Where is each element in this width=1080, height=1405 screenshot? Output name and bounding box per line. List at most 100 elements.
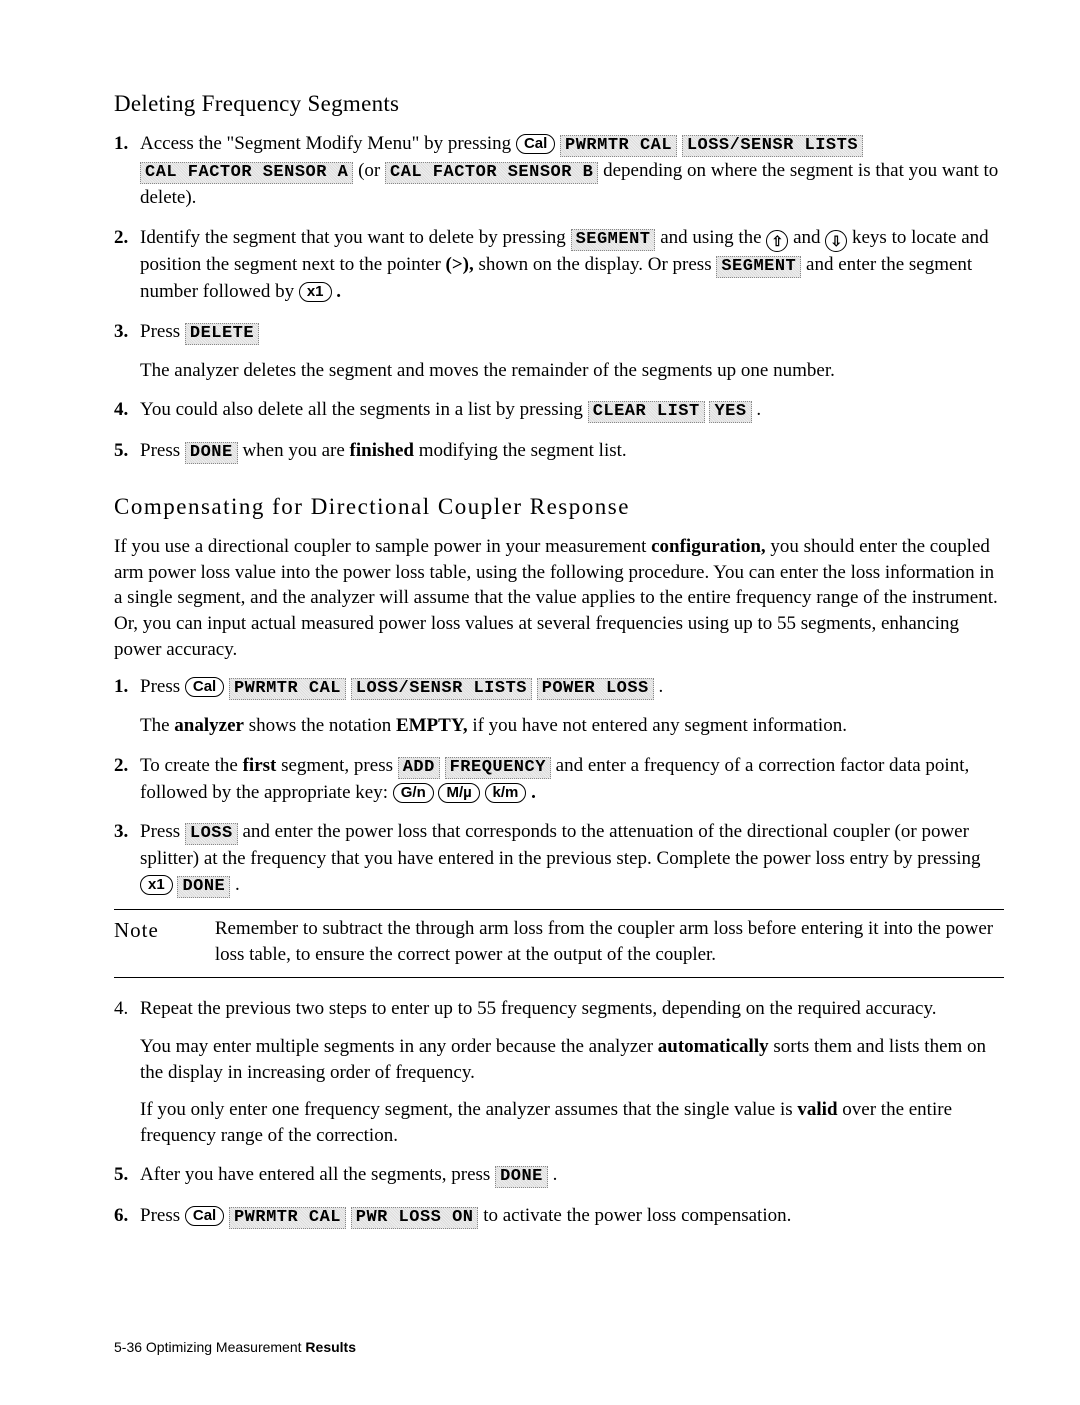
step-3: 3. Press DELETE The analyzer deletes the… bbox=[114, 319, 1004, 384]
text: modifying the segment list. bbox=[419, 440, 627, 461]
step-num: 4. bbox=[114, 397, 128, 423]
text: when you are bbox=[242, 440, 349, 461]
step-6: 6. Press Cal PWRMTR CAL PWR LOSS ON to a… bbox=[114, 1203, 1004, 1230]
cal-factor-a-softkey: CAL FACTOR SENSOR A bbox=[140, 162, 353, 184]
text: Identify the segment that you want to de… bbox=[140, 227, 571, 248]
step-num: 1. bbox=[114, 674, 128, 700]
pwrmtr-cal-softkey: PWRMTR CAL bbox=[229, 1207, 346, 1229]
step-1: 1. Press Cal PWRMTR CAL LOSS/SENSR LISTS… bbox=[114, 674, 1004, 739]
frequency-softkey: FREQUENCY bbox=[445, 757, 551, 779]
mu-key: M/µ bbox=[438, 783, 479, 803]
step-1-body: The analyzer shows the notation EMPTY, i… bbox=[140, 713, 1004, 739]
yes-softkey: YES bbox=[709, 401, 751, 423]
text: Repeat the previous two steps to enter u… bbox=[140, 998, 937, 1019]
power-loss-softkey: POWER LOSS bbox=[537, 678, 654, 700]
delete-softkey: DELETE bbox=[185, 323, 259, 345]
footer-bold: Results bbox=[305, 1339, 356, 1355]
text: shows the notation bbox=[249, 715, 396, 736]
text: if you have not entered any segment info… bbox=[472, 715, 847, 736]
step-4-body-b: If you only enter one frequency segment,… bbox=[140, 1097, 1004, 1148]
step-num: 5. bbox=[114, 438, 128, 464]
step-3: 3. Press LOSS and enter the power loss t… bbox=[114, 819, 1004, 899]
step-5: 5. After you have entered all the segmen… bbox=[114, 1162, 1004, 1189]
done-softkey: DONE bbox=[185, 442, 238, 464]
x1-key: x1 bbox=[299, 282, 332, 302]
text: Press bbox=[140, 321, 185, 342]
page-footer: 5-36 Optimizing Measurement Results bbox=[114, 1338, 356, 1357]
text: . bbox=[336, 281, 341, 302]
text: automatically bbox=[658, 1036, 769, 1057]
text: Press bbox=[140, 821, 185, 842]
text: finished bbox=[350, 440, 414, 461]
note-label: Note bbox=[114, 916, 159, 967]
text: You could also delete all the segments i… bbox=[140, 399, 588, 420]
note-rule-bottom bbox=[114, 977, 1004, 978]
step-2: 2. To create the first segment, press AD… bbox=[114, 753, 1004, 806]
step-4: 4. You could also delete all the segment… bbox=[114, 397, 1004, 424]
x1-key: x1 bbox=[140, 875, 173, 895]
up-arrow-key: ⇧ bbox=[766, 230, 788, 252]
text: . bbox=[659, 676, 664, 697]
done-softkey: DONE bbox=[495, 1166, 548, 1188]
step-num: 1. bbox=[114, 131, 128, 157]
text: EMPTY, bbox=[396, 715, 468, 736]
step-3-body: The analyzer deletes the segment and mov… bbox=[140, 358, 1004, 384]
text: Access the "Segment Modify Menu" by pres… bbox=[140, 133, 516, 154]
text: Press bbox=[140, 1205, 185, 1226]
step-num: 6. bbox=[114, 1203, 128, 1229]
text: . bbox=[553, 1164, 558, 1185]
pwrmtr-cal-softkey: PWRMTR CAL bbox=[560, 135, 677, 157]
cal-key: Cal bbox=[516, 134, 555, 154]
deleting-steps: 1. Access the "Segment Modify Menu" by p… bbox=[114, 131, 1004, 465]
segment-softkey: SEGMENT bbox=[716, 256, 801, 278]
text: configuration, bbox=[651, 536, 766, 557]
pwrmtr-cal-softkey: PWRMTR CAL bbox=[229, 678, 346, 700]
intro-paragraph: If you use a directional coupler to samp… bbox=[114, 534, 1004, 662]
text: segment, press bbox=[281, 755, 398, 776]
text: . bbox=[756, 399, 761, 420]
note-rule-top bbox=[114, 909, 1004, 910]
add-softkey: ADD bbox=[398, 757, 440, 779]
text: The bbox=[140, 715, 174, 736]
step-2: 2. Identify the segment that you want to… bbox=[114, 225, 1004, 305]
done-softkey: DONE bbox=[177, 876, 230, 898]
km-key: k/m bbox=[485, 783, 527, 803]
note-body: Remember to subtract the through arm los… bbox=[215, 916, 1004, 967]
gn-key: G/n bbox=[393, 783, 434, 803]
text: If you only enter one frequency segment,… bbox=[140, 1099, 797, 1120]
pointer: (>), bbox=[446, 254, 474, 275]
step-num: 3. bbox=[114, 319, 128, 345]
cal-key: Cal bbox=[185, 1206, 224, 1226]
step-num: 3. bbox=[114, 819, 128, 845]
step-num: 2. bbox=[114, 225, 128, 251]
loss-sensr-lists-softkey: LOSS/SENSR LISTS bbox=[351, 678, 532, 700]
cal-factor-b-softkey: CAL FACTOR SENSOR B bbox=[385, 162, 598, 184]
step-4-body-a: You may enter multiple segments in any o… bbox=[140, 1034, 1004, 1085]
text: (or bbox=[358, 160, 385, 181]
note-block: Note Remember to subtract the through ar… bbox=[114, 916, 1004, 967]
text: If you use a directional coupler to samp… bbox=[114, 536, 651, 557]
pwr-loss-on-softkey: PWR LOSS ON bbox=[351, 1207, 479, 1229]
text: and using the bbox=[660, 227, 766, 248]
footer-text: 5-36 Optimizing Measurement bbox=[114, 1339, 305, 1355]
text: To create the bbox=[140, 755, 243, 776]
text: and bbox=[793, 227, 825, 248]
step-num: 2. bbox=[114, 753, 128, 779]
loss-sensr-lists-softkey: LOSS/SENSR LISTS bbox=[682, 135, 863, 157]
down-arrow-key: ⇩ bbox=[825, 230, 847, 252]
step-4: 4. Repeat the previous two steps to ente… bbox=[114, 996, 1004, 1148]
compensating-steps: 1. Press Cal PWRMTR CAL LOSS/SENSR LISTS… bbox=[114, 674, 1004, 899]
text: shown on the display. Or press bbox=[479, 254, 717, 275]
clear-list-softkey: CLEAR LIST bbox=[588, 401, 705, 423]
text: and enter the power loss that correspond… bbox=[140, 821, 981, 869]
text: valid bbox=[797, 1099, 837, 1120]
section-title-compensating: Compensating for Directional Coupler Res… bbox=[114, 491, 1004, 522]
section-title-deleting: Deleting Frequency Segments bbox=[114, 88, 1004, 119]
cal-key: Cal bbox=[185, 677, 224, 697]
loss-softkey: LOSS bbox=[185, 823, 238, 845]
step-5: 5. Press DONE when you are finished modi… bbox=[114, 438, 1004, 465]
segment-softkey: SEGMENT bbox=[571, 229, 656, 251]
text: Press bbox=[140, 676, 185, 697]
step-1: 1. Access the "Segment Modify Menu" by p… bbox=[114, 131, 1004, 211]
text: You may enter multiple segments in any o… bbox=[140, 1036, 658, 1057]
